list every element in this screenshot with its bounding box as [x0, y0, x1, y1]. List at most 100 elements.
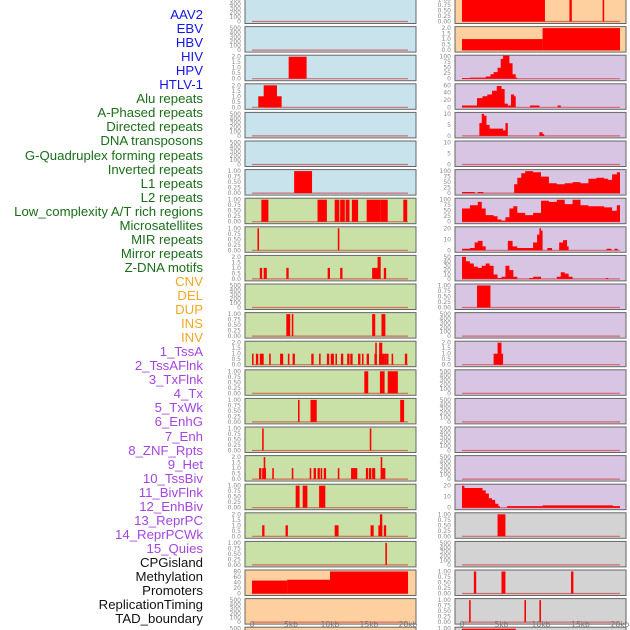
track-label: 14_ReprPCWk: [115, 526, 203, 542]
y-tick-label: 500: [230, 25, 242, 32]
y-tick-label: 0.25: [228, 442, 242, 449]
track-panel: 1.000.750.500.250.00: [228, 197, 417, 226]
data-bar: [387, 371, 398, 394]
data-bar: [369, 428, 372, 451]
track-label: Inverted repeats: [107, 161, 203, 177]
panel-background: [244, 312, 417, 339]
y-tick-label: 100: [440, 443, 452, 450]
panel-background: [454, 540, 627, 568]
y-tick-label: 40: [443, 90, 451, 97]
track-panel: 1.000.750.500.250.00: [228, 311, 417, 340]
panel-background: [454, 455, 627, 482]
y-tick-label: 1.00: [228, 426, 242, 433]
y-tick-label: 0.50: [228, 551, 242, 558]
data-bar: [330, 571, 408, 594]
y-tick-label: 500: [230, 626, 242, 630]
data-bar: [377, 256, 381, 279]
track-panel: 1.000.750.500.250.00: [228, 540, 417, 569]
y-tick-label: 500: [440, 397, 452, 404]
y-tick-label: 0: [237, 133, 241, 140]
y-tick-label: 0: [447, 390, 451, 397]
y-tick-label: 0.00: [228, 333, 242, 340]
track-label: Promoters: [142, 583, 203, 599]
data-bar: [372, 314, 376, 337]
y-tick-label: 500: [230, 0, 242, 4]
data-bar: [262, 428, 264, 451]
y-tick-label: 0.25: [228, 328, 242, 335]
data-bar: [385, 542, 387, 565]
data-bar: [257, 228, 260, 251]
y-tick-label: 75: [443, 174, 451, 181]
y-tick-label: 200: [440, 382, 452, 389]
y-tick-label: 0.50: [228, 494, 242, 501]
data-bar: [379, 371, 385, 394]
y-tick-label: 100: [440, 168, 452, 175]
panel-background: [454, 54, 627, 82]
data-bar: [252, 353, 254, 365]
y-tick-label: 2.0: [441, 25, 451, 32]
data-bar: [384, 353, 387, 365]
data-bar: [259, 353, 264, 365]
y-tick-label: 0.25: [228, 385, 242, 392]
data-bar: [295, 485, 300, 508]
y-tick-label: 10: [443, 140, 451, 147]
y-tick-label: 0.50: [228, 379, 242, 386]
panel-background: [454, 626, 627, 630]
panel-background: [244, 369, 417, 396]
y-tick-label: 0.25: [228, 242, 242, 249]
y-tick-label: 1.00: [228, 311, 242, 318]
data-bar: [501, 571, 506, 594]
x-tick-label: 10kb: [532, 620, 551, 629]
y-tick-label: 300: [230, 291, 242, 298]
y-tick-label: 0.0: [441, 362, 451, 369]
y-tick-label: 10: [443, 272, 451, 279]
y-tick-label: 1.0: [441, 351, 451, 358]
y-tick-label: 1.00: [228, 168, 242, 175]
track-panel: 20 10 0: [443, 225, 627, 254]
track-label: DNA transposons: [100, 133, 203, 149]
y-tick-label: 0.75: [438, 603, 452, 610]
track-label: G-Quadruplex forming repeats: [24, 147, 203, 163]
track-label: CNV: [175, 273, 203, 289]
y-tick-label: 20: [233, 585, 241, 592]
panel-background: [454, 426, 627, 453]
y-tick-label: 1.00: [228, 225, 242, 232]
data-bar: [262, 525, 265, 537]
y-tick-label: 500: [230, 597, 242, 604]
y-tick-label: 1.00: [438, 0, 452, 4]
data-bar: [294, 171, 313, 194]
y-tick-label: 0.25: [228, 413, 242, 420]
track-panel: 1.000.750.500.250.00: [438, 283, 627, 312]
panel-background: [454, 512, 627, 539]
track-panel: 2.01.51.00.50.0: [231, 454, 417, 483]
y-tick-label: 300: [440, 406, 452, 413]
track-label: HPV: [175, 63, 203, 79]
y-tick-label: 50: [443, 65, 451, 72]
track-label: 15_Quies: [146, 540, 203, 556]
y-tick-label: 1.00: [438, 511, 452, 518]
track-label: 3_TxFlnk: [148, 372, 203, 388]
y-tick-label: 1.0: [231, 522, 241, 529]
panel-background: [244, 140, 417, 167]
y-tick-label: 1.5: [231, 345, 241, 352]
y-tick-label: 1.5: [231, 59, 241, 66]
data-bar: [337, 228, 340, 251]
data-bar: [259, 468, 262, 480]
y-tick-label: 0.75: [438, 288, 452, 295]
x-tick-label: 5kb: [284, 620, 298, 629]
y-tick-label: 100: [230, 300, 242, 307]
data-bar: [286, 267, 289, 279]
track-panel: 1.000.750.500.250.00: [438, 0, 627, 26]
track-label: ReplicationTiming: [98, 597, 203, 613]
y-tick-label: 0.00: [228, 505, 242, 512]
y-tick-label: 0.25: [438, 13, 452, 20]
x-tick-label: 15kb: [571, 620, 590, 629]
y-tick-label: 20: [443, 97, 451, 104]
